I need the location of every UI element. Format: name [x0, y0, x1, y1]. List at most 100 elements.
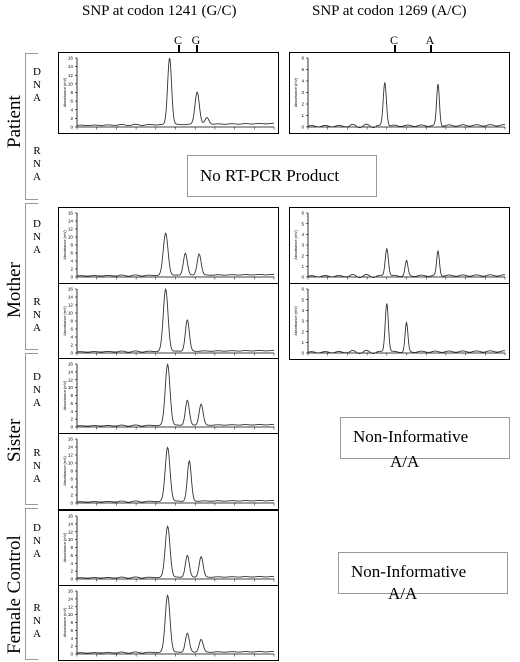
y-axis-title: Absorbance (mV) [294, 77, 298, 107]
sister-genotype-text: A/A [390, 452, 420, 471]
y-axis-title: Absorbance (mV) [63, 229, 67, 259]
y-tick-label: 0 [70, 125, 73, 130]
y-tick-label: 16 [68, 287, 74, 292]
y-tick-label: 4 [70, 636, 73, 641]
y-tick-label: 4 [301, 232, 304, 237]
control-non-informative-box: Non-Informative [338, 552, 508, 594]
chart-sister-rna-1241: 0 2 4 6 8 10 12 14 16 Absorbance (mV) [58, 433, 279, 510]
y-tick-label: 8 [70, 243, 73, 248]
marker-tick-a-right [430, 45, 432, 54]
y-tick-label: 8 [70, 393, 73, 398]
subject-label-sister: Sister [4, 418, 25, 462]
y-tick-label: 2 [70, 644, 73, 649]
control-genotype-text: A/A [388, 584, 418, 603]
y-tick-label: 12 [68, 227, 74, 232]
sister-bracket [25, 353, 38, 505]
y-tick-label: 16 [68, 589, 74, 594]
y-axis-title: Absorbance (mV) [294, 229, 298, 259]
patient-bracket [25, 53, 38, 200]
y-tick-label: 10 [68, 81, 74, 86]
y-axis-title: Absorbance (mV) [63, 305, 67, 335]
marker-label-c-right: C [389, 33, 398, 47]
y-tick-label: 14 [68, 521, 74, 526]
chart-mother-rna-1241: 0 2 4 6 8 10 12 14 16 Absorbance (mV) [58, 283, 279, 360]
y-tick-label: 4 [70, 335, 73, 340]
chromatogram-trace [76, 525, 275, 579]
y-tick-label: 4 [301, 308, 304, 313]
y-tick-label: 6 [70, 553, 73, 558]
y-tick-label: 6 [70, 327, 73, 332]
y-tick-label: 6 [301, 287, 304, 292]
y-tick-label: 10 [68, 612, 74, 617]
left-column-title: SNP at codon 1241 (G/C) [82, 3, 237, 19]
y-tick-label: 0 [70, 351, 73, 356]
sister-non-informative-box: Non-Informative [340, 417, 510, 459]
chromatogram-trace [307, 303, 506, 355]
y-tick-label: 0 [301, 125, 304, 130]
chromatogram-trace [76, 232, 275, 277]
y-tick-label: 10 [68, 235, 74, 240]
marker-label-c-left: C [173, 33, 182, 47]
subject-label-female-control: Female Control [4, 535, 25, 654]
y-tick-label: 3 [301, 319, 304, 324]
y-tick-label: 14 [68, 445, 74, 450]
y-tick-label: 6 [301, 211, 304, 216]
chromatogram-trace [76, 57, 275, 127]
y-tick-label: 6 [70, 401, 73, 406]
y-tick-label: 12 [68, 73, 74, 78]
chromatogram-trace [307, 247, 506, 279]
y-tick-label: 16 [68, 362, 74, 367]
mother-bracket [25, 203, 38, 350]
y-tick-label: 2 [70, 417, 73, 422]
y-tick-label: 8 [70, 620, 73, 625]
y-tick-label: 10 [68, 537, 74, 542]
y-tick-label: 0 [70, 275, 73, 280]
y-tick-label: 14 [68, 219, 74, 224]
chart-mother-rna-1269: 0 1 2 3 4 5 6 Absorbance (mV) [289, 283, 510, 360]
marker-tick-c-right [394, 45, 396, 54]
y-tick-label: 6 [70, 477, 73, 482]
y-tick-label: 4 [70, 485, 73, 490]
y-tick-label: 2 [70, 343, 73, 348]
female-control-bracket [25, 508, 38, 660]
y-tick-label: 1 [301, 264, 304, 269]
y-axis-title: Absorbance (mV) [63, 380, 67, 410]
chromatogram-trace [307, 82, 506, 129]
y-tick-label: 6 [70, 251, 73, 256]
y-tick-label: 2 [301, 102, 304, 107]
chart-mother-dna-1241: 0 2 4 6 8 10 12 14 16 Absorbance (mV) [58, 207, 279, 284]
y-tick-label: 4 [70, 107, 73, 112]
y-tick-label: 16 [68, 514, 74, 519]
chromatogram-trace [76, 363, 275, 427]
marker-label-g-left: G [191, 33, 201, 47]
y-axis-title: Absorbance (mV) [63, 77, 67, 107]
y-tick-label: 0 [70, 501, 73, 506]
y-tick-label: 8 [70, 90, 73, 95]
chromatogram-trace [76, 594, 275, 654]
no-product-box: No RT-PCR Product [187, 155, 377, 197]
y-tick-label: 2 [70, 493, 73, 498]
y-tick-label: 8 [70, 469, 73, 474]
chart-sister-dna-1241: 0 2 4 6 8 10 12 14 16 Absorbance (mV) [58, 358, 279, 434]
y-tick-label: 0 [301, 351, 304, 356]
marker-tick-c-left [178, 45, 180, 54]
y-tick-label: 8 [70, 319, 73, 324]
subject-label-patient: Patient [4, 95, 25, 148]
chart-patient-dna-1241: 0 2 4 6 8 10 12 14 16 Absorbance (mV) [58, 52, 279, 134]
y-tick-label: 16 [68, 437, 74, 442]
y-tick-label: 6 [70, 99, 73, 104]
y-tick-label: 3 [301, 243, 304, 248]
chart-mother-dna-1269: 0 1 2 3 4 5 6 Absorbance (mV) [289, 207, 510, 284]
chart-control-dna-1241: 0 2 4 6 8 10 12 14 16 Absorbance (mV) [58, 510, 279, 586]
y-tick-label: 12 [68, 604, 74, 609]
y-tick-label: 6 [70, 628, 73, 633]
y-tick-label: 10 [68, 311, 74, 316]
y-tick-label: 0 [70, 577, 73, 582]
y-tick-label: 16 [68, 211, 74, 216]
chart-control-rna-1241: 0 2 4 6 8 10 12 14 16 Absorbance (mV) [58, 585, 279, 661]
